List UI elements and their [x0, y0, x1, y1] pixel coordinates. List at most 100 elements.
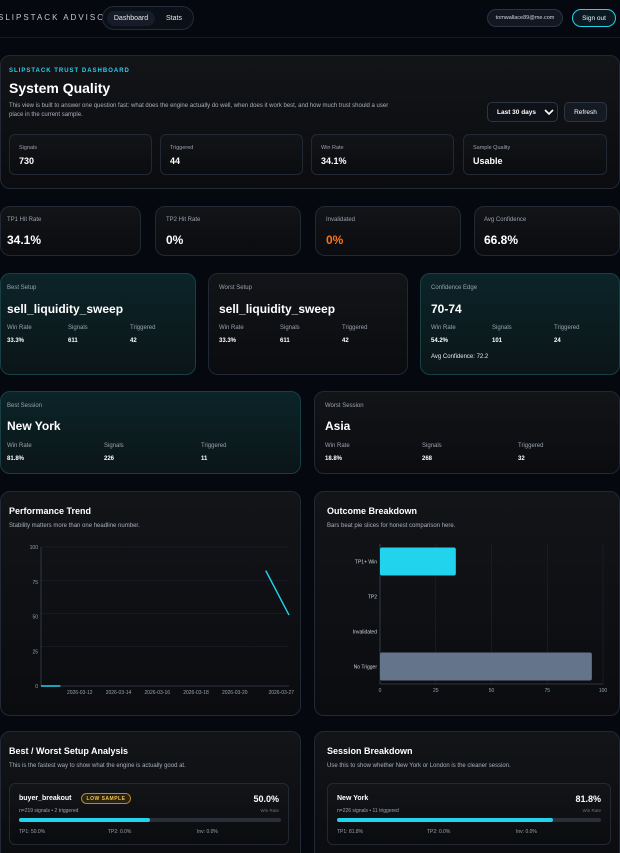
card-label: Best Session — [7, 403, 43, 409]
date-range-select[interactable]: Last 30 days — [487, 102, 558, 122]
y-tick-label: 75 — [32, 580, 38, 586]
x-tick-label: 75 — [544, 688, 550, 694]
tp2-stat: TP2: 0.0% — [427, 829, 451, 835]
x-tick-label: 2026-03-12 — [67, 690, 93, 696]
user-email[interactable]: tomwallace89@me.com — [487, 9, 563, 27]
tp2-stat: TP2: 0.0% — [108, 829, 132, 835]
col-value: 268 — [422, 456, 433, 462]
x-tick-label: 25 — [433, 688, 439, 694]
stat-value: 34.1% — [321, 156, 347, 166]
card-value: Asia — [325, 419, 351, 433]
col-value: 54.2% — [431, 338, 449, 344]
col-value: 24 — [554, 338, 561, 344]
outcome-breakdown-chart: TP1+ Win TP2 Invalidated No Trigger 0 25 50 75… — [353, 544, 608, 694]
col-value: 33.3% — [7, 338, 25, 344]
stat-value: 730 — [19, 156, 35, 166]
x-tick-label: 0 — [379, 688, 382, 694]
y-tick-label: 0 — [35, 684, 38, 690]
stat-label: Sample Quality — [473, 145, 511, 151]
setup-meta: n=219 signals • 2 triggered — [19, 808, 79, 814]
section-subtitle: Use this to show whether New York or Lon… — [327, 763, 511, 769]
worst-setup-card: Worst Setup sell_liquidity_sweep Win Rat… — [208, 273, 408, 375]
performance-trend-chart: 100 75 50 25 0 2026-03-12 2026-03-14 2026-03-1… — [30, 545, 295, 696]
col-value: 101 — [492, 338, 503, 344]
setup-row[interactable]: buyer_breakout LOW SAMPLE n=219 signals … — [9, 783, 289, 845]
col-label: Signals — [492, 325, 512, 331]
card-value: 70-74 — [431, 302, 462, 316]
category-label: Invalidated — [353, 630, 377, 636]
tab-stats[interactable]: Stats — [166, 15, 182, 22]
col-label: Signals — [68, 325, 88, 331]
nav-tabs: Dashboard Stats — [102, 6, 194, 30]
metric-value: 34.1% — [7, 233, 42, 247]
col-label: Triggered — [130, 325, 156, 331]
performance-trend-card: Performance Trend Stability matters more… — [0, 491, 301, 716]
col-label: Win Rate — [219, 325, 244, 331]
section-subtitle: This is the fastest way to show what the… — [9, 763, 186, 769]
stat-label: Signals — [19, 145, 38, 151]
progress-fill — [19, 818, 150, 822]
x-tick-label: 50 — [489, 688, 495, 694]
tp1-stat: TP1: 81.8% — [337, 829, 364, 835]
brand-logo[interactable]: SLIPSTACK ADVISOR — [0, 13, 114, 22]
col-label: Signals — [422, 443, 442, 449]
metric-tp2-hit-rate: TP2 Hit Rate 0% — [155, 206, 301, 256]
col-value: 42 — [342, 338, 349, 344]
x-tick-label: 100 — [599, 688, 608, 694]
metric-value: 0% — [166, 233, 184, 247]
session-row[interactable]: New York n=226 signals • 11 triggered 81… — [327, 783, 611, 845]
col-label: Win Rate — [7, 325, 32, 331]
setup-analysis-card: Best / Worst Setup Analysis This is the … — [0, 731, 301, 853]
stat-label: Win Rate — [321, 145, 344, 151]
progress-fill — [337, 818, 553, 822]
col-label: Triggered — [518, 443, 544, 449]
inv-stat: Inv: 0.0% — [516, 829, 537, 835]
avg-confidence-text: Avg Confidence: 72.2 — [431, 354, 489, 360]
win-rate-label: Win Rate — [582, 808, 601, 813]
col-value: 33.3% — [219, 338, 237, 344]
category-label: TP1+ Win — [355, 560, 377, 566]
section-title: Best / Worst Setup Analysis — [9, 746, 129, 756]
category-label: TP2 — [368, 595, 377, 601]
metric-tp1-hit-rate: TP1 Hit Rate 34.1% — [0, 206, 141, 256]
chart-subtitle: Stability matters more than one headline… — [9, 523, 140, 529]
col-value: 18.8% — [325, 456, 343, 462]
metric-value: 0% — [326, 233, 344, 247]
metric-label: TP2 Hit Rate — [166, 217, 201, 223]
col-label: Triggered — [554, 325, 580, 331]
outcome-bar — [380, 547, 456, 576]
stat-value: Usable — [473, 156, 503, 166]
sign-out-button[interactable]: Sign out — [572, 9, 616, 27]
card-label: Best Setup — [7, 285, 37, 291]
metric-label: Avg Confidence — [484, 217, 527, 223]
metric-avg-confidence: Avg Confidence 66.8% — [474, 206, 620, 256]
section-title: Session Breakdown — [327, 746, 413, 756]
inv-stat: Inv: 0.0% — [197, 829, 218, 835]
hero-description: This view is built to answer one questio… — [9, 103, 389, 118]
best-session-card: Best Session New York Win Rate Signals T… — [0, 391, 301, 474]
card-value: sell_liquidity_sweep — [7, 302, 124, 316]
card-label: Confidence Edge — [431, 285, 478, 291]
refresh-button[interactable]: Refresh — [564, 102, 607, 122]
col-value: 226 — [104, 456, 115, 462]
metric-label: Invalidated — [326, 217, 356, 223]
stat-triggered: Triggered 44 — [160, 134, 303, 175]
setup-name: buyer_breakout — [19, 795, 72, 802]
stat-win-rate: Win Rate 34.1% — [311, 134, 454, 175]
tab-dashboard[interactable]: Dashboard — [107, 11, 155, 26]
stat-label: Triggered — [170, 145, 194, 151]
card-label: Worst Session — [325, 403, 364, 409]
card-label: Worst Setup — [219, 285, 252, 291]
col-value: 81.8% — [7, 456, 25, 462]
col-label: Win Rate — [431, 325, 456, 331]
col-label: Triggered — [342, 325, 368, 331]
chart-title: Performance Trend — [9, 506, 92, 516]
stat-value: 44 — [170, 156, 181, 166]
x-tick-label: 2026-03-27 — [268, 690, 294, 696]
col-value: 611 — [280, 338, 290, 344]
session-breakdown-card: Session Breakdown Use this to show wheth… — [314, 731, 620, 853]
chart-subtitle: Bars beat pie slices for honest comparis… — [327, 523, 456, 529]
x-tick-label: 2026-03-16 — [144, 690, 170, 696]
x-tick-label: 2026-03-18 — [183, 690, 209, 696]
metric-invalidated: Invalidated 0% — [315, 206, 461, 256]
